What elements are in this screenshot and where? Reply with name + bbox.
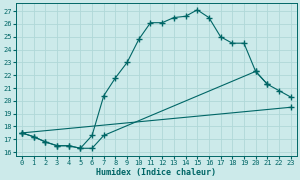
X-axis label: Humidex (Indice chaleur): Humidex (Indice chaleur) <box>96 168 216 177</box>
